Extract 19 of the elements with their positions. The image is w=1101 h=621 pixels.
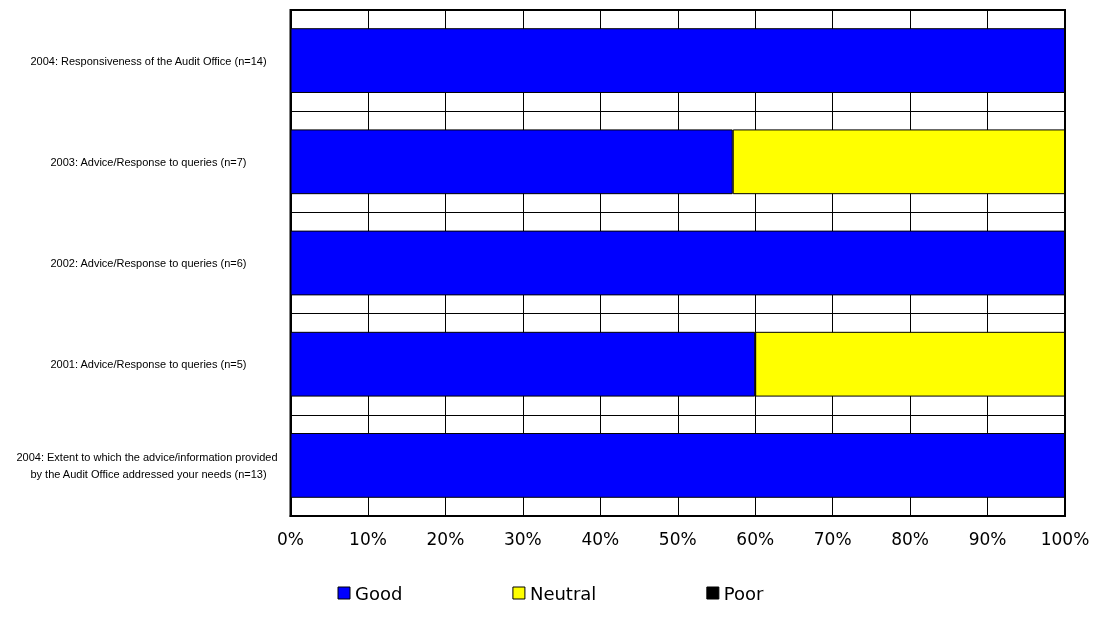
legend-label: Good xyxy=(355,582,403,604)
y-tick-label: 2003: Advice/Response to queries (n=7) xyxy=(50,155,247,168)
y-tick-label: 2004: Extent to which the advice/information provided by the Audit Office addressed your needs (n=13) xyxy=(16,450,281,480)
y-tick-label: 2001: Advice/Response to queries (n=5) xyxy=(50,358,247,371)
x-tick-label: 20% xyxy=(426,528,465,549)
x-tick-label: 50% xyxy=(658,528,697,549)
x-tick-label: 10% xyxy=(349,528,387,549)
x-tick-label: 90% xyxy=(968,528,1007,549)
x-tick-label: 0% xyxy=(277,528,304,549)
x-tick-label: 70% xyxy=(813,528,852,549)
x-tick-label: 60% xyxy=(736,528,775,549)
y-tick-label: 2002: Advice/Response to queries (n=6) xyxy=(50,257,247,269)
x-tick-label: 80% xyxy=(891,528,929,549)
x-tick-label: 30% xyxy=(503,528,542,549)
legend-label: Neutral xyxy=(529,582,597,604)
y-tick-label: 2004: Responsiveness of the Audit Office (n=14) xyxy=(30,54,267,67)
legend-label: Poor xyxy=(723,582,765,604)
x-tick-label: 100% xyxy=(1040,528,1090,549)
x-tick-label: 40% xyxy=(581,528,620,549)
